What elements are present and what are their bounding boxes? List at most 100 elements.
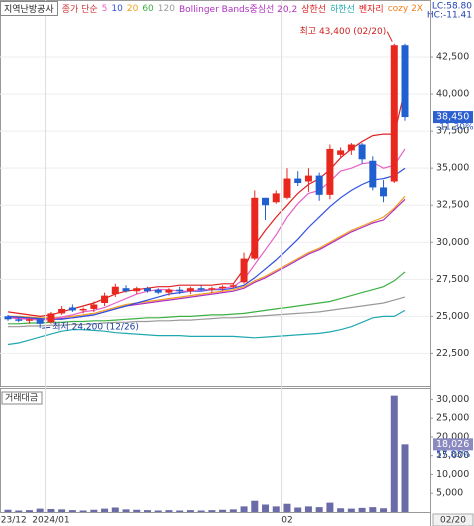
y-tick-label: 15,000 (436, 450, 469, 461)
volume-bar (68, 510, 76, 512)
volume-bar (294, 507, 302, 512)
candle-body (337, 150, 345, 155)
indicator-line (8, 198, 406, 320)
legend-item[interactable]: 20 (126, 3, 139, 14)
date-tag (432, 513, 474, 526)
volume-bar (25, 510, 33, 512)
volume-last-label: 18,026 (436, 439, 469, 450)
legend-item[interactable]: 하한선 (330, 5, 355, 15)
y-tick-label: 5,000 (436, 488, 463, 499)
legend-item[interactable]: 120 (157, 3, 175, 14)
legend-item[interactable]: 5 (101, 3, 108, 14)
legend-item[interactable]: 상한선 (301, 5, 327, 15)
x-tick-label: 2024/01 (32, 516, 69, 526)
candle-body (15, 319, 23, 321)
candle-body (262, 197, 270, 206)
candle-body (283, 178, 291, 198)
legend-item[interactable]: Bollinger Bands중심선 20,2 (178, 5, 298, 15)
x-tick-label: 2023/12 (0, 516, 27, 526)
candle-body (208, 288, 216, 290)
volume-bar (4, 509, 12, 512)
last-price-tag (433, 111, 473, 124)
candle-body (229, 285, 237, 287)
panel-title-box (1, 391, 43, 405)
change-label: -11.30% (436, 123, 474, 133)
legend-item[interactable]: 60 (142, 3, 154, 14)
candle-body (369, 160, 377, 188)
candle-body (197, 288, 205, 290)
volume-bar (219, 509, 227, 512)
volume-bar (315, 507, 323, 512)
candle-body (186, 288, 194, 292)
candle-body (47, 313, 55, 323)
high-pointer (386, 31, 393, 42)
volume-bar (337, 508, 345, 512)
volume-bar (347, 508, 355, 512)
candle-body (294, 178, 302, 183)
volume-bar (176, 510, 184, 512)
volume-bar (369, 507, 377, 512)
chart-header: 지역난방공사 종가 단순 5 10 20 60 120 Bollinger Bands중심선… (0, 1, 423, 16)
candle-body (154, 289, 162, 293)
candle-body (315, 175, 323, 195)
y-tick-label: 25,000 (436, 311, 469, 322)
volume-bar (36, 508, 44, 512)
legend-item[interactable]: 종가 단순 (61, 5, 98, 15)
indicator-line (7, 89, 406, 318)
volume-bar (283, 503, 291, 512)
candle-body (390, 45, 398, 182)
candle-body (251, 197, 259, 259)
candle-body (36, 319, 44, 324)
volume-bar (229, 509, 237, 512)
volume-bar (197, 510, 205, 512)
volume-bar (15, 510, 23, 512)
indicator-line (7, 167, 406, 320)
volume-bar (401, 444, 409, 512)
y-tick-label: 27,500 (436, 274, 469, 285)
candle-body (347, 144, 355, 151)
candle-body (326, 148, 334, 195)
y-tick-label: 22,500 (436, 348, 469, 359)
candle-body (133, 288, 141, 292)
indicator-line (7, 148, 406, 321)
y-tick-label: 42,500 (436, 52, 469, 63)
last-price-label: 38,450 (436, 112, 469, 123)
volume-bar (101, 508, 109, 512)
volume-tag (433, 438, 473, 451)
volume-bar (90, 509, 98, 512)
y-tick-label: 30,000 (436, 394, 469, 405)
volume-bar (304, 506, 312, 512)
y-tick-label: 25,000 (436, 413, 469, 424)
legend-item[interactable]: cozy 2X (387, 3, 423, 14)
volume-bar (240, 506, 248, 512)
volume-bar (251, 500, 259, 512)
candle-body (240, 258, 248, 283)
stock-name[interactable]: 지역난방공사 (0, 1, 58, 16)
volume-panel-frame (0, 388, 431, 513)
y-tick-label: 20,000 (436, 431, 469, 442)
legend-item[interactable]: 10 (111, 3, 123, 14)
volume-bar (186, 510, 194, 512)
volume-bar (58, 509, 66, 512)
candle-body (380, 187, 388, 197)
low-pointer (42, 326, 51, 329)
lc-label: LC:58.80 (432, 2, 472, 12)
candle-body (176, 289, 184, 292)
candle-body (79, 308, 87, 311)
hc-label: HC:-11.41 (427, 11, 472, 21)
panel-title: 거래대금 (5, 393, 38, 404)
volume-bar (133, 509, 141, 512)
volume-bar (79, 510, 87, 512)
candle-body (401, 45, 409, 118)
indicator-line (8, 296, 406, 328)
candle-body (272, 193, 280, 203)
y-tick-label: 32,500 (436, 200, 469, 211)
volume-bar (208, 510, 216, 512)
volume-bar (358, 507, 366, 512)
y-tick-label: 40,000 (436, 89, 469, 100)
legend-item[interactable]: 벤자리 (358, 5, 384, 15)
candle-body (68, 307, 76, 311)
volume-bar (154, 510, 162, 512)
candle-body (25, 319, 33, 321)
